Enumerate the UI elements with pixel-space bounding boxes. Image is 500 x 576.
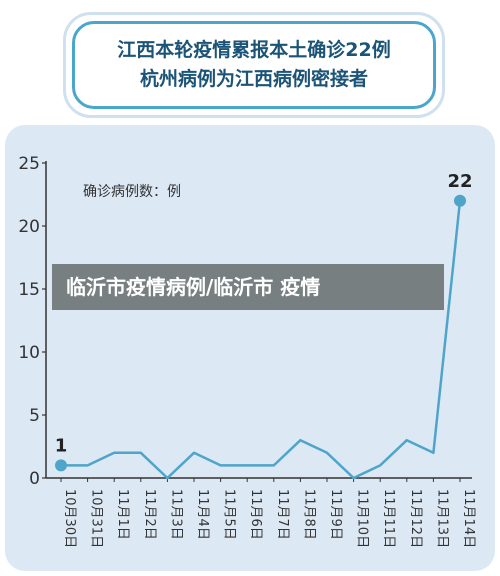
data-label: 22	[447, 171, 472, 192]
y-tick-label: 5	[29, 406, 40, 426]
x-tick-label: 11月1日	[115, 489, 130, 540]
x-tick-label: 11月13日	[434, 489, 449, 548]
chart-panel	[5, 125, 495, 571]
x-tick-label: 11月12日	[408, 489, 423, 548]
x-tick-label: 10月30日	[62, 489, 77, 548]
data-point	[454, 194, 466, 207]
data-point	[55, 459, 67, 472]
series-line	[61, 200, 462, 480]
x-tick-label: 11月8日	[301, 489, 316, 540]
x-tick-label: 11月10日	[355, 489, 370, 548]
y-axis-label: 确诊病例数：例	[83, 184, 181, 200]
x-tick-label: 11月7日	[275, 489, 290, 540]
y-tick-label: 25	[18, 154, 40, 174]
x-tick-label: 11月11日	[381, 489, 396, 548]
x-tick-label: 11月2日	[142, 489, 157, 540]
y-tick-label: 0	[29, 469, 40, 489]
overlay-banner: 临沂市疫情病例/临沂市 疫情	[52, 264, 444, 310]
headline-frame: 江西本轮疫情累报本土确诊22例 杭州病例为江西病例密接者	[72, 21, 436, 109]
x-tick-label: 11月6日	[248, 489, 263, 540]
x-tick-label: 11月9日	[328, 489, 343, 540]
headline-card: 江西本轮疫情累报本土确诊22例 杭州病例为江西病例密接者	[63, 12, 445, 118]
x-tick-label: 11月14日	[461, 489, 476, 548]
x-tick-label: 11月3日	[168, 489, 183, 540]
x-tick-label: 10月31日	[89, 489, 104, 548]
y-tick-label: 15	[18, 280, 40, 300]
headline-line-2: 杭州病例为江西病例密接者	[139, 68, 368, 90]
overlay-banner-text: 临沂市疫情病例/临沂市 疫情	[66, 275, 321, 299]
x-tick-label: 11月4日	[195, 489, 210, 540]
y-tick-label: 20	[18, 217, 40, 237]
data-label: 1	[55, 435, 68, 456]
headline-line-1: 江西本轮疫情累报本土确诊22例	[117, 39, 391, 61]
y-tick-label: 10	[18, 343, 40, 363]
x-tick-label: 11月5日	[222, 489, 237, 540]
